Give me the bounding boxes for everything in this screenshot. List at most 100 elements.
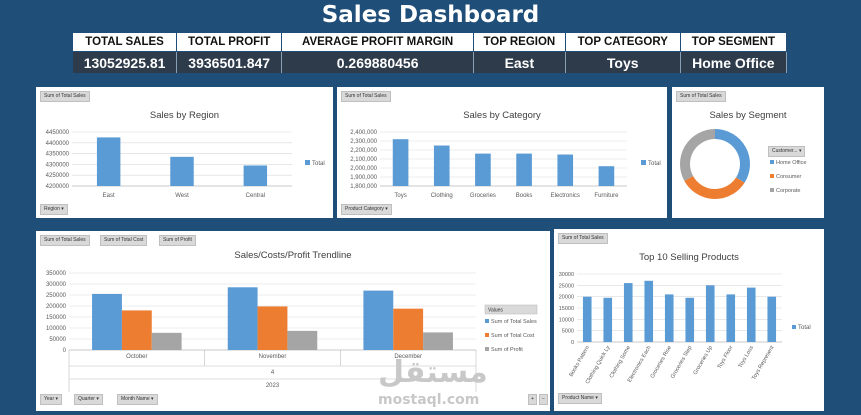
x-tick-label: Groceries Step [670, 345, 694, 380]
kpi-value: 3936501.847 [176, 51, 283, 73]
donut-slice [714, 129, 750, 183]
watermark-url: mostaql.com [378, 392, 480, 408]
year-filter-button[interactable]: Year ▾ [40, 394, 63, 405]
y-tick-label: 100000 [46, 326, 67, 332]
x-tick-label: Toys [394, 193, 406, 199]
bar [705, 285, 715, 342]
field-button-sum-total-sales[interactable]: Sum of Total Sales [40, 235, 90, 246]
y-tick-label: 5000 [562, 329, 574, 335]
bar [475, 153, 491, 186]
x-tick-label: Toys Floor [717, 345, 735, 370]
bar [598, 166, 615, 186]
chart-title: Sales by Category [463, 110, 541, 121]
donut-slice [680, 129, 716, 181]
kpi-label: TOP CATEGORY [565, 33, 681, 52]
y-tick-label: 4350000 [46, 152, 70, 158]
legend-label: Corporate [776, 188, 800, 194]
field-button-sum-total-cost[interactable]: Sum of Total Cost [100, 235, 148, 246]
kpi-value: 0.269880456 [281, 51, 474, 73]
legend-label: Sum of Total Sales [491, 319, 537, 325]
x-tick-label: Clothing [431, 193, 453, 199]
x-tick-label: Electronics Each [627, 345, 653, 383]
y-tick-label: 4300000 [46, 162, 70, 168]
kpi-label: AVERAGE PROFIT MARGIN [281, 33, 474, 52]
kpi-label: TOTAL SALES [73, 33, 178, 52]
legend-label: Total [798, 325, 811, 331]
sales-by-region-panel: Sum of Total Sales Sales by Region 42000… [36, 87, 333, 218]
expand-button[interactable]: + [528, 394, 537, 405]
legend-swatch [770, 188, 774, 192]
product-name-filter-button[interactable]: Product Name ▾ [558, 393, 602, 404]
y-tick-label: 4200000 [46, 184, 70, 190]
bar [392, 139, 409, 186]
bar [92, 293, 122, 350]
legend-swatch [485, 319, 489, 323]
bar [623, 283, 633, 342]
dashboard-title: Sales Dashboard [321, 2, 540, 28]
legend-swatch [305, 160, 310, 165]
field-button-sum-total-sales[interactable]: Sum of Total Sales [558, 233, 608, 244]
sales-by-region-chart: 4200000 4250000 4300000 4350000 4400000 44500… [46, 130, 325, 199]
legend-label: Consumer [776, 174, 802, 180]
bar [603, 297, 613, 342]
field-button-sum-total-sales[interactable]: Sum of Total Sales [40, 91, 90, 102]
legend-label: Home Office [776, 160, 806, 166]
bar [726, 294, 736, 342]
y-tick-label: 50000 [49, 337, 66, 343]
y-tick-label: 200000 [46, 304, 67, 310]
bar [582, 296, 592, 342]
y-tick-label: 2,300,000 [350, 139, 377, 145]
y-tick-label: 0 [63, 348, 67, 354]
y-tick-label: 150000 [46, 315, 67, 321]
x-tick-label: Toys Loss [738, 345, 756, 369]
legend-label: Total [312, 161, 325, 167]
y-tick-label: 4400000 [46, 141, 70, 147]
y-tick-label: 1,900,000 [350, 175, 377, 181]
y-tick-label: 15000 [559, 306, 574, 312]
kpi-value: Home Office [680, 51, 788, 73]
field-button-sum-total-sales[interactable]: Sum of Total Sales [676, 91, 726, 102]
x-tick-label: Electronics [551, 193, 580, 199]
region-filter-label: Region [44, 206, 60, 212]
x-tick-label: West [175, 193, 189, 199]
x-tick-label: Furniture [594, 193, 619, 199]
collapse-button[interactable]: − [539, 394, 548, 405]
sales-by-segment-panel: Sum of Total Sales Sales by Segment Home… [672, 87, 824, 218]
legend-swatch [641, 160, 646, 165]
field-button-sum-profit[interactable]: Sum of Profit [159, 235, 196, 246]
month-name-filter-button[interactable]: Month Name ▾ [117, 394, 158, 405]
bar [96, 137, 121, 186]
watermark-logo: مستقل [378, 355, 488, 390]
top10-products-chart: 0 5000 10000 15000 20000 25000 30000 Books Patt… [559, 272, 811, 385]
chart-title: Sales by Region [149, 110, 220, 121]
quarter-filter-label: Quarter [78, 396, 95, 402]
legend-swatch [770, 174, 774, 178]
legend-swatch [485, 333, 489, 337]
bar [363, 290, 394, 350]
y-tick-label: 300000 [46, 282, 67, 288]
segment-filter-button[interactable]: Customer... ▾ [768, 146, 806, 157]
bar [243, 165, 268, 186]
kpi-label: TOP REGION [473, 33, 566, 52]
bar [151, 332, 182, 350]
x-tick-label: November [259, 354, 287, 360]
kpi-value: East [473, 51, 566, 73]
kpi-label: TOP SEGMENT [680, 33, 788, 52]
segment-filter-label: Customer... [772, 148, 798, 154]
bar [257, 306, 288, 350]
quarter-filter-button[interactable]: Quarter ▾ [74, 394, 103, 405]
region-filter-button[interactable]: Region ▾ [40, 204, 68, 215]
bar [433, 145, 450, 186]
y-tick-label: 2,400,000 [350, 130, 377, 136]
y-tick-label: 2,100,000 [350, 157, 377, 163]
field-button-sum-total-sales[interactable]: Sum of Total Sales [341, 91, 391, 102]
year-filter-label: Year [44, 396, 55, 402]
values-field-label: Values [488, 308, 503, 314]
bar [685, 297, 695, 342]
y-tick-label: 20000 [559, 295, 574, 301]
bar [170, 156, 194, 186]
bar [516, 153, 532, 186]
trendline-chart: 0 50000 100000 150000 200000 250000 300000 3500… [46, 271, 538, 392]
category-filter-button[interactable]: Product Category ▾ [341, 204, 392, 215]
x-tick-label: Central [246, 193, 265, 199]
